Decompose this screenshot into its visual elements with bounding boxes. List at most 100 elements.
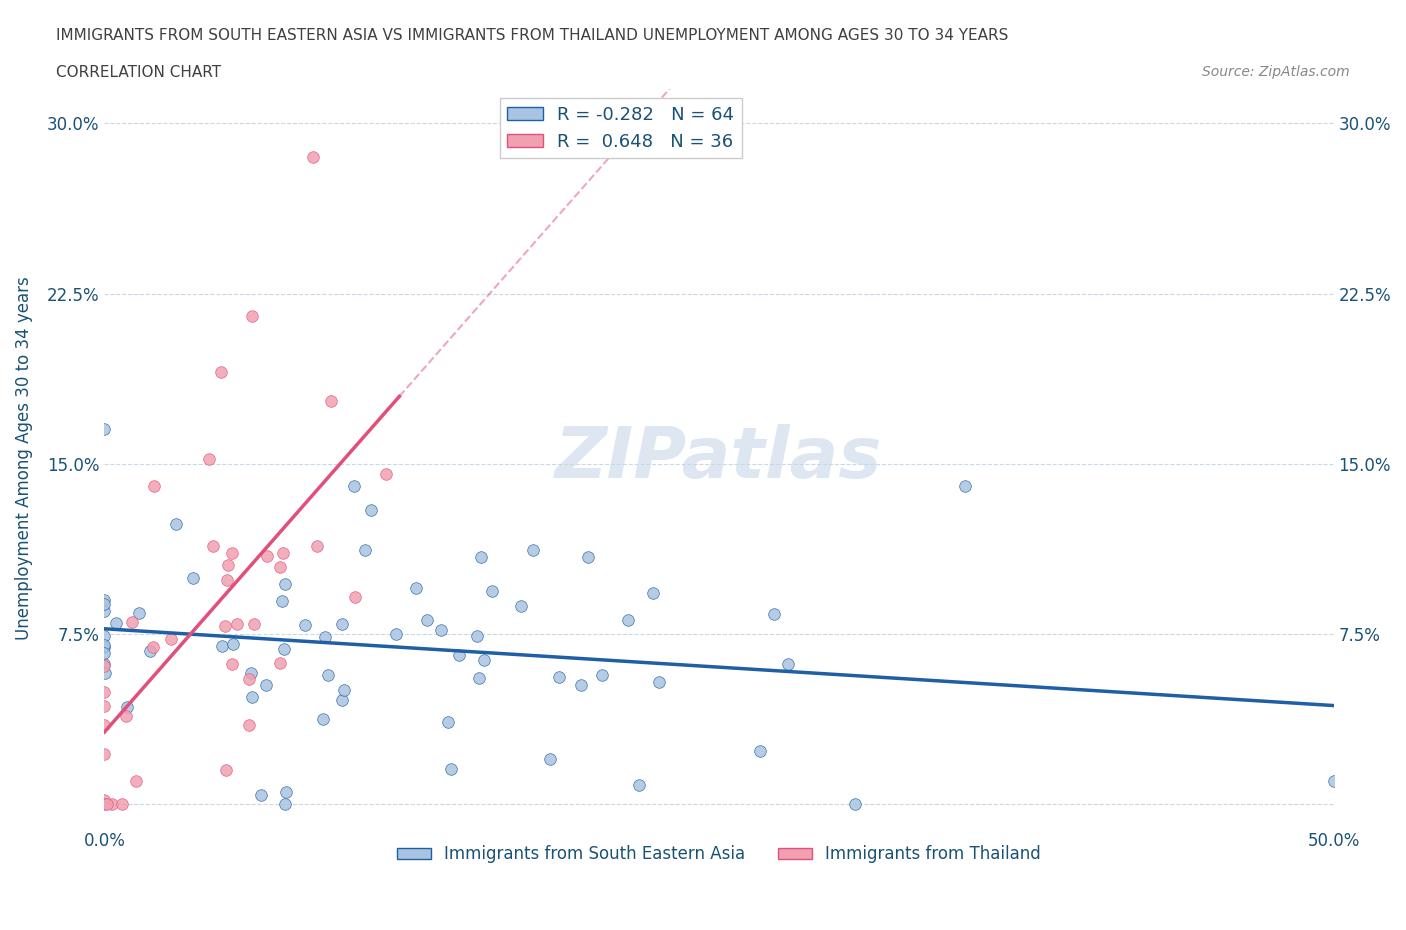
Point bbox=[440, 762, 463, 777]
Point bbox=[142, 479, 165, 494]
Point bbox=[375, 467, 398, 482]
Point bbox=[273, 642, 295, 657]
Point bbox=[93, 747, 115, 762]
Point bbox=[269, 656, 291, 671]
Point bbox=[209, 365, 232, 379]
Point bbox=[93, 657, 115, 671]
Point bbox=[160, 631, 183, 646]
Point bbox=[240, 309, 263, 324]
Point bbox=[222, 637, 245, 652]
Point bbox=[510, 598, 533, 613]
Point bbox=[139, 644, 162, 658]
Point bbox=[538, 751, 561, 766]
Point bbox=[240, 666, 263, 681]
Point bbox=[762, 606, 785, 621]
Point bbox=[238, 718, 260, 733]
Point bbox=[214, 618, 236, 633]
Point bbox=[405, 581, 427, 596]
Point bbox=[101, 797, 124, 812]
Point bbox=[591, 667, 613, 682]
Point bbox=[274, 797, 297, 812]
Point bbox=[953, 479, 976, 494]
Point bbox=[776, 657, 799, 671]
Point bbox=[93, 685, 115, 700]
Point bbox=[470, 550, 492, 565]
Point bbox=[748, 743, 770, 758]
Point bbox=[165, 516, 187, 531]
Point bbox=[211, 639, 233, 654]
Point bbox=[547, 669, 569, 684]
Text: IMMIGRANTS FROM SOUTH EASTERN ASIA VS IMMIGRANTS FROM THAILAND UNEMPLOYMENT AMON: IMMIGRANTS FROM SOUTH EASTERN ASIA VS IM… bbox=[56, 28, 1008, 43]
Point bbox=[93, 698, 115, 713]
Point bbox=[343, 478, 366, 493]
Point bbox=[447, 648, 470, 663]
Point bbox=[256, 548, 278, 563]
Point bbox=[569, 678, 592, 693]
Point bbox=[93, 645, 115, 660]
Point bbox=[221, 657, 243, 671]
Point bbox=[468, 671, 491, 686]
Point bbox=[333, 683, 356, 698]
Point bbox=[344, 590, 367, 604]
Point bbox=[214, 763, 236, 777]
Point bbox=[96, 797, 118, 812]
Point bbox=[93, 640, 115, 655]
Point bbox=[128, 605, 150, 620]
Point bbox=[481, 584, 503, 599]
Point bbox=[93, 596, 115, 611]
Point bbox=[1322, 774, 1344, 789]
Point bbox=[142, 639, 165, 654]
Point bbox=[93, 604, 115, 618]
Point bbox=[181, 570, 204, 585]
Point bbox=[430, 622, 453, 637]
Point bbox=[93, 658, 115, 673]
Point bbox=[294, 618, 316, 632]
Point bbox=[225, 617, 247, 631]
Text: Source: ZipAtlas.com: Source: ZipAtlas.com bbox=[1202, 65, 1350, 79]
Point bbox=[274, 576, 297, 591]
Point bbox=[436, 714, 458, 729]
Point bbox=[844, 797, 866, 812]
Point bbox=[254, 677, 277, 692]
Point bbox=[217, 573, 239, 588]
Point bbox=[117, 699, 139, 714]
Point bbox=[270, 593, 292, 608]
Point bbox=[472, 652, 495, 667]
Point bbox=[302, 150, 325, 165]
Point bbox=[321, 394, 343, 409]
Point bbox=[276, 785, 298, 800]
Point bbox=[114, 709, 136, 724]
Point bbox=[269, 560, 291, 575]
Text: CORRELATION CHART: CORRELATION CHART bbox=[56, 65, 221, 80]
Point bbox=[628, 777, 651, 792]
Point bbox=[93, 422, 115, 437]
Point bbox=[576, 549, 599, 564]
Point bbox=[415, 613, 437, 628]
Point bbox=[360, 503, 382, 518]
Point bbox=[648, 675, 671, 690]
Point bbox=[641, 585, 664, 600]
Point bbox=[522, 542, 544, 557]
Point bbox=[330, 693, 353, 708]
Point bbox=[125, 773, 148, 788]
Point bbox=[198, 452, 221, 467]
Point bbox=[94, 666, 117, 681]
Point bbox=[121, 614, 143, 629]
Point bbox=[243, 617, 266, 631]
Text: ZIPatlas: ZIPatlas bbox=[555, 423, 883, 493]
Point bbox=[111, 797, 134, 812]
Point bbox=[217, 557, 239, 572]
Point bbox=[93, 718, 115, 733]
Point bbox=[221, 546, 243, 561]
Point bbox=[385, 626, 408, 641]
Y-axis label: Unemployment Among Ages 30 to 34 years: Unemployment Among Ages 30 to 34 years bbox=[15, 276, 32, 640]
Point bbox=[201, 538, 224, 553]
Point bbox=[314, 629, 336, 644]
Point bbox=[93, 797, 115, 812]
Point bbox=[465, 629, 488, 644]
Point bbox=[250, 788, 273, 803]
Point bbox=[312, 711, 335, 726]
Point bbox=[105, 616, 128, 631]
Point bbox=[93, 592, 115, 607]
Point bbox=[271, 546, 294, 561]
